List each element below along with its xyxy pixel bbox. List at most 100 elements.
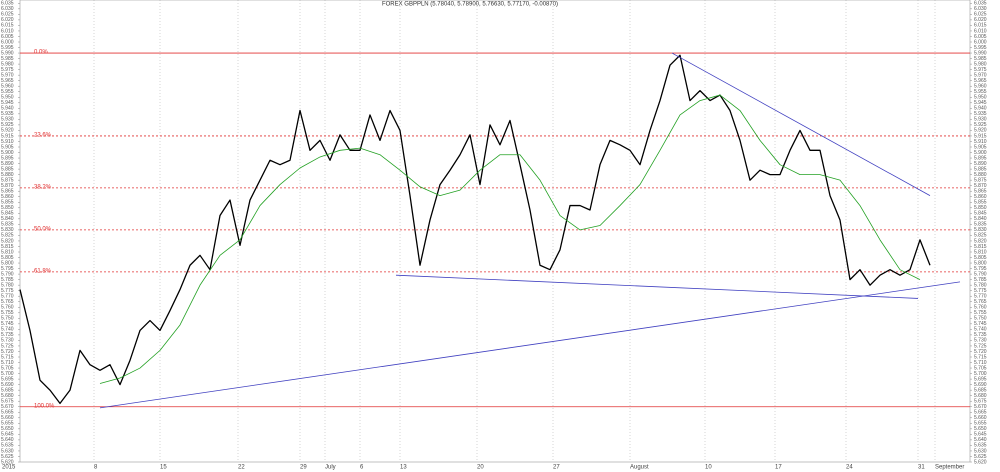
y-tick-label: 6.010 xyxy=(1,28,14,34)
y-tick-label: 5.850 xyxy=(1,205,14,211)
y-tick-label: 5.910 xyxy=(974,139,987,145)
y-tick-label: 5.905 xyxy=(1,144,14,150)
y-tick-label: 5.815 xyxy=(1,244,14,250)
y-tick-label: 5.965 xyxy=(974,78,987,84)
y-tick-label: 5.820 xyxy=(1,238,14,244)
y-tick-label: 5.875 xyxy=(1,177,14,183)
y-tick-label: 5.685 xyxy=(1,387,14,393)
y-tick-label: 5.970 xyxy=(1,72,14,78)
y-tick-label: 5.775 xyxy=(1,288,14,294)
y-tick-label: 5.930 xyxy=(1,117,14,123)
y-tick-label: 5.880 xyxy=(1,172,14,178)
y-tick-label: 5.885 xyxy=(1,166,14,172)
y-tick-label: 5.950 xyxy=(1,95,14,101)
y-tick-label: 5.900 xyxy=(1,150,14,156)
x-tick-label: September xyxy=(935,465,964,471)
y-tick-label: 5.960 xyxy=(1,84,14,90)
y-tick-label: 5.660 xyxy=(974,415,987,421)
y-tick-label: 5.705 xyxy=(974,365,987,371)
y-tick-label: 5.750 xyxy=(974,316,987,322)
y-tick-label: 5.845 xyxy=(974,211,987,217)
y-tick-label: 5.720 xyxy=(1,349,14,355)
y-tick-label: 5.685 xyxy=(974,387,987,393)
y-tick-label: 5.930 xyxy=(974,117,987,123)
y-tick-label: 6.025 xyxy=(974,12,987,18)
y-tick-label: 5.825 xyxy=(974,233,987,239)
y-tick-label: 5.805 xyxy=(974,255,987,261)
y-tick-label: 5.665 xyxy=(974,410,987,416)
y-tick-label: 5.745 xyxy=(1,321,14,327)
y-tick-label: 5.790 xyxy=(1,271,14,277)
y-tick-label: 5.880 xyxy=(974,172,987,178)
y-tick-label: 5.750 xyxy=(1,316,14,322)
y-tick-label: 5.925 xyxy=(1,122,14,128)
y-tick-label: 5.895 xyxy=(1,155,14,161)
moving-average-line xyxy=(99,94,921,384)
y-tick-label: 5.620 xyxy=(974,459,987,465)
y-tick-label: 5.915 xyxy=(1,133,14,139)
year-label: 2015 xyxy=(2,465,16,471)
y-tick-label: 5.890 xyxy=(974,161,987,167)
x-tick-label: 17 xyxy=(775,465,782,471)
x-tick-label: July xyxy=(325,465,336,471)
y-tick-label: 5.630 xyxy=(1,448,14,454)
y-tick-label: 5.810 xyxy=(974,249,987,255)
y-tick-label: 6.030 xyxy=(1,6,14,12)
y-tick-label: 5.635 xyxy=(974,443,987,449)
y-tick-label: 5.980 xyxy=(1,61,14,67)
y-tick-label: 5.695 xyxy=(974,376,987,382)
y-tick-label: 5.775 xyxy=(974,288,987,294)
y-tick-label: 5.980 xyxy=(974,61,987,67)
fib-label: 61.8% xyxy=(34,268,52,274)
y-tick-label: 5.805 xyxy=(1,255,14,261)
y-tick-label: 5.660 xyxy=(1,415,14,421)
y-tick-label: 5.850 xyxy=(974,205,987,211)
y-tick-label: 5.665 xyxy=(1,410,14,416)
y-tick-label: 5.630 xyxy=(974,448,987,454)
y-tick-label: 5.920 xyxy=(974,128,987,134)
y-tick-label: 5.705 xyxy=(1,365,14,371)
y-tick-label: 6.015 xyxy=(974,23,987,29)
y-tick-label: 5.650 xyxy=(1,426,14,432)
y-tick-label: 5.715 xyxy=(974,354,987,360)
x-tick-label: 13 xyxy=(400,465,407,471)
y-tick-label: 5.920 xyxy=(1,128,14,134)
y-tick-label: 5.765 xyxy=(1,299,14,305)
y-tick-label: 5.875 xyxy=(974,177,987,183)
y-tick-label: 5.740 xyxy=(1,327,14,333)
x-tick-label: 15 xyxy=(160,465,167,471)
y-tick-label: 5.675 xyxy=(974,399,987,405)
y-tick-label: 5.965 xyxy=(1,78,14,84)
y-tick-label: 5.700 xyxy=(974,371,987,377)
y-tick-label: 5.985 xyxy=(1,56,14,62)
y-tick-label: 5.870 xyxy=(1,183,14,189)
y-tick-label: 5.935 xyxy=(974,111,987,117)
y-tick-label: 6.035 xyxy=(974,1,987,7)
y-tick-label: 5.770 xyxy=(974,294,987,300)
y-tick-label: 5.680 xyxy=(1,393,14,399)
y-tick-label: 5.935 xyxy=(1,111,14,117)
y-tick-label: 5.830 xyxy=(974,227,987,233)
y-tick-label: 5.945 xyxy=(974,100,987,106)
y-tick-label: 5.990 xyxy=(1,50,14,56)
x-tick-label: 20 xyxy=(477,465,484,471)
y-tick-label: 5.835 xyxy=(974,222,987,228)
y-tick-label: 5.815 xyxy=(974,244,987,250)
y-tick-label: 5.785 xyxy=(1,277,14,283)
y-tick-label: 5.635 xyxy=(1,443,14,449)
trendline xyxy=(395,274,919,299)
y-tick-label: 6.015 xyxy=(1,23,14,29)
y-tick-label: 5.855 xyxy=(1,200,14,206)
y-tick-label: 5.735 xyxy=(1,332,14,338)
y-tick-label: 5.840 xyxy=(974,216,987,222)
y-tick-label: 5.655 xyxy=(974,421,987,427)
y-tick-label: 5.645 xyxy=(1,432,14,438)
y-tick-label: 6.025 xyxy=(1,12,14,18)
trendline xyxy=(671,52,931,196)
y-tick-label: 5.745 xyxy=(974,321,987,327)
x-tick-label: 6 xyxy=(360,465,364,471)
y-tick-label: 5.670 xyxy=(1,404,14,410)
y-tick-label: 5.855 xyxy=(974,200,987,206)
y-tick-label: 5.760 xyxy=(974,305,987,311)
y-tick-label: 5.905 xyxy=(974,144,987,150)
